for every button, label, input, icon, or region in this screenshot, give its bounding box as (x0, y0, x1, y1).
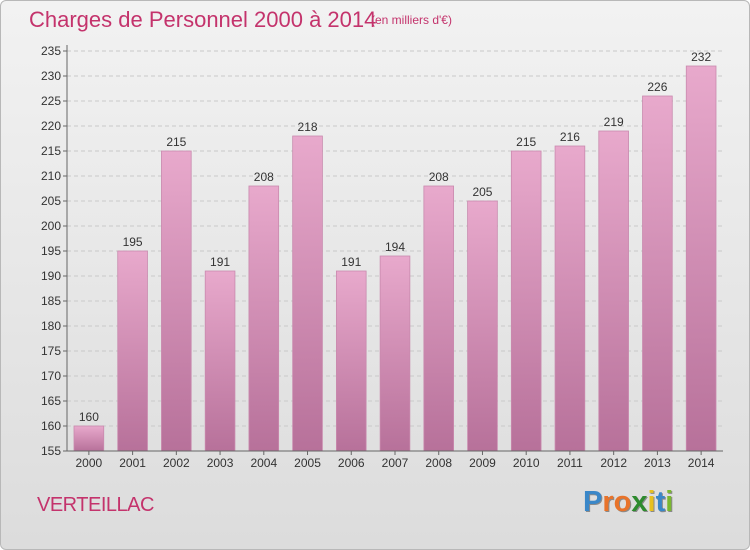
bar (73, 425, 105, 452)
data-label: 208 (429, 170, 449, 184)
x-tick-label: 2004 (250, 456, 277, 470)
y-tick-label: 205 (41, 194, 61, 208)
x-tick-label: 2008 (425, 456, 452, 470)
y-tick-label: 235 (41, 44, 61, 58)
data-label: 216 (560, 130, 580, 144)
proxiti-logo: Proxiti (583, 486, 673, 519)
bar (554, 145, 586, 452)
y-tick-label: 155 (41, 444, 61, 458)
bar (598, 130, 629, 452)
data-label: 232 (691, 50, 711, 64)
y-tick-label: 165 (41, 394, 61, 408)
chart-title: Charges de Personnel 2000 à 2014 (29, 7, 377, 32)
bar (642, 95, 673, 452)
x-tick-label: 2003 (207, 456, 234, 470)
x-tick-label: 2014 (688, 456, 715, 470)
y-tick-label: 230 (41, 69, 61, 83)
data-label: 219 (604, 115, 624, 129)
logo-letter: o (613, 486, 632, 518)
logo-letter: P (583, 486, 603, 518)
bar (467, 200, 498, 452)
x-tick-label: 2013 (644, 456, 671, 470)
y-tick-label: 200 (41, 219, 61, 233)
x-tick-label: 2000 (76, 456, 103, 470)
x-tick-label: 2011 (557, 456, 583, 470)
x-tick-label: 2002 (163, 456, 190, 470)
y-tick-label: 215 (41, 144, 61, 158)
y-tick-label: 185 (41, 294, 61, 308)
logo-letter: i (647, 486, 656, 518)
y-tick-label: 180 (41, 319, 61, 333)
bar (423, 185, 455, 452)
bar (335, 270, 367, 452)
y-tick-label: 195 (41, 244, 61, 258)
bar (292, 135, 323, 452)
x-tick-label: 2010 (513, 456, 540, 470)
y-tick-label: 160 (41, 419, 61, 433)
x-tick-label: 2005 (294, 456, 321, 470)
x-tick-label: 2012 (600, 456, 627, 470)
x-tick-label: 2009 (469, 456, 496, 470)
data-label: 191 (210, 255, 230, 269)
x-tick-label: 2001 (119, 456, 146, 470)
y-tick-label: 210 (41, 169, 61, 183)
bar (248, 185, 280, 452)
chart-subtitle: (en milliers d'€) (371, 13, 452, 27)
data-label: 226 (647, 80, 667, 94)
bar (685, 65, 717, 452)
bar (117, 250, 148, 452)
data-label: 215 (166, 135, 186, 149)
logo-letter: t (655, 486, 666, 518)
logo-letter: i (665, 486, 674, 518)
logo-letter: x (631, 486, 648, 518)
x-tick-label: 2006 (338, 456, 365, 470)
data-label: 191 (341, 255, 361, 269)
data-label: 218 (298, 120, 318, 134)
bar (204, 270, 236, 452)
x-tick-label: 2007 (382, 456, 409, 470)
logo-letter: r (602, 486, 614, 518)
data-label: 205 (472, 185, 492, 199)
y-tick-label: 175 (41, 344, 61, 358)
data-label: 160 (79, 410, 99, 424)
axes (63, 45, 723, 455)
data-label: 208 (254, 170, 274, 184)
bar (161, 150, 192, 452)
y-tick-label: 225 (41, 94, 61, 108)
y-tick-label: 220 (41, 119, 61, 133)
data-label: 194 (385, 240, 405, 254)
labels: 155 160 165 170 175 180 185 190 195 200 205 210 215 2… (41, 44, 715, 470)
data-label: 195 (123, 235, 143, 249)
bar (379, 255, 411, 452)
data-label: 215 (516, 135, 536, 149)
y-tick-label: 190 (41, 269, 61, 283)
bar (510, 150, 542, 452)
y-tick-label: 170 (41, 369, 61, 383)
place-name: VERTEILLAC (37, 494, 154, 516)
